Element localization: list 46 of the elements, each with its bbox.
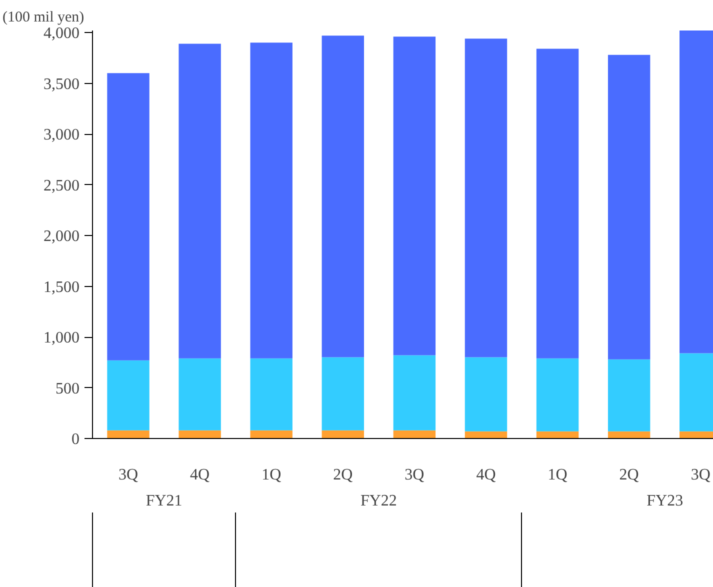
bar [107,73,150,360]
bar [608,431,650,438]
bar [250,42,292,358]
bar [107,360,150,430]
bar [178,430,221,438]
bar [178,358,221,430]
y-tick-label: 2,000 [44,228,80,246]
bar [322,36,364,358]
x-tick-label: 2Q [619,466,640,484]
text: FY22 [360,492,397,510]
text: FY23 [646,492,684,510]
bar [608,54,650,360]
x-tick-label: 3Q [118,466,138,484]
bar [322,357,364,430]
text: FY21 [146,492,182,510]
y-tick-label: 1,500 [44,278,80,296]
y-tick-label: 3,500 [44,76,80,93]
bar [393,355,436,430]
bar [322,430,364,438]
y-tick-label: 1,000 [44,330,80,347]
bar [393,430,436,438]
bar [250,358,292,430]
bar [393,36,436,356]
bar [464,357,508,432]
x-tick-label: 4Q [190,466,210,484]
chart-title: (100 mil yen) [2,10,84,26]
y-tick-label: 4,000 [44,25,80,42]
bar [107,430,150,438]
y-tick-label: 2,500 [44,177,80,194]
x-tick-label: 1Q [548,466,568,484]
x-tick-label: 4Q [476,466,496,484]
y-tick-label: 0 [72,431,80,448]
bar [536,48,579,358]
x-tick-label: 2Q [333,466,354,484]
x-tick-label: 3Q [404,466,425,484]
y-tick-label: 500 [56,380,80,398]
bar [608,359,650,432]
bar [536,431,579,438]
x-tick-label: 3Q [690,466,711,484]
x-tick-label: 1Q [262,466,282,484]
bar [178,44,221,358]
bar [250,430,292,438]
y-tick-label: 3,000 [44,126,80,144]
bar [464,38,508,358]
bar [464,431,508,438]
bar [536,358,579,432]
